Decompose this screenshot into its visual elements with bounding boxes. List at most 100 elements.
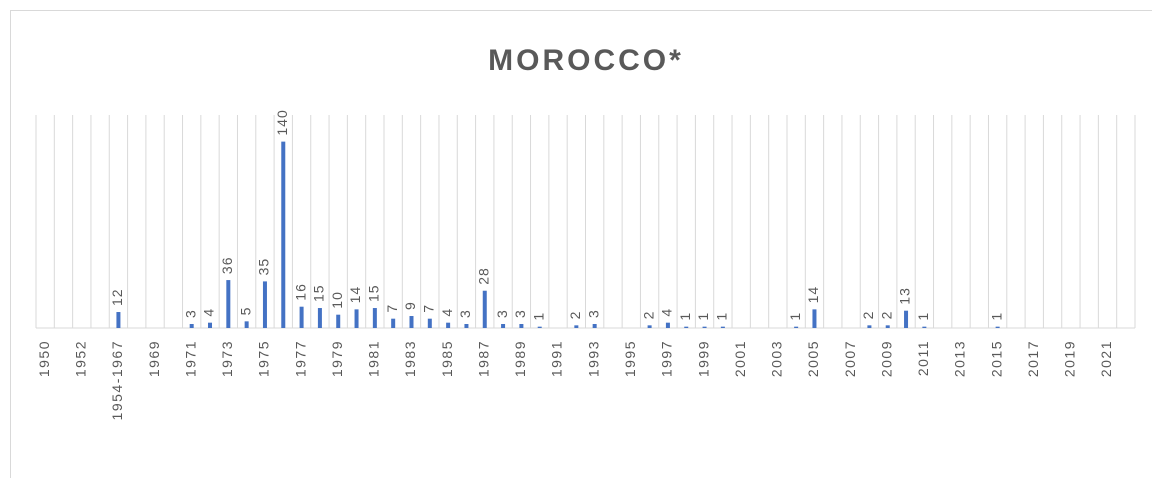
bar xyxy=(226,280,231,328)
value-label: 28 xyxy=(475,267,491,285)
x-tick-label: 1991 xyxy=(549,340,565,377)
value-label: 3 xyxy=(512,309,528,318)
bar xyxy=(702,326,707,328)
x-tick-label: 1971 xyxy=(182,340,198,377)
bar xyxy=(354,309,359,328)
bar xyxy=(867,325,872,328)
chart-frame xyxy=(10,10,1152,478)
x-tick-label: 1989 xyxy=(512,340,528,377)
bar xyxy=(409,316,414,328)
bar xyxy=(464,324,469,328)
value-label: 35 xyxy=(256,258,272,276)
bar xyxy=(574,325,579,328)
x-tick-label: 1952 xyxy=(72,340,88,377)
bar xyxy=(299,306,304,328)
value-label: 14 xyxy=(805,286,821,304)
x-tick-label: 2013 xyxy=(952,340,968,377)
value-label: 2 xyxy=(878,311,894,320)
value-label: 15 xyxy=(311,284,327,302)
value-label: 2 xyxy=(640,311,656,320)
value-label: 14 xyxy=(347,286,363,304)
value-label: 5 xyxy=(237,307,253,316)
value-label: 9 xyxy=(402,301,418,310)
value-label: 16 xyxy=(292,283,308,301)
x-tick-label: 1969 xyxy=(146,340,162,377)
x-tick-label: 1973 xyxy=(219,340,235,377)
x-tick-label: 2021 xyxy=(1098,340,1114,377)
value-label: 36 xyxy=(219,256,235,274)
x-tick-label: 1977 xyxy=(292,340,308,377)
x-tick-label: 2005 xyxy=(805,340,821,377)
bar xyxy=(281,141,286,328)
value-label: 1 xyxy=(915,312,931,321)
bar xyxy=(317,308,322,328)
bar xyxy=(372,308,377,328)
bar xyxy=(519,324,524,328)
x-tick-label: 1975 xyxy=(256,340,272,377)
bar xyxy=(501,324,506,328)
value-label: 1 xyxy=(714,312,730,321)
value-label: 1 xyxy=(787,312,803,321)
bar xyxy=(647,325,652,328)
value-label: 4 xyxy=(659,308,675,317)
value-label: 3 xyxy=(585,309,601,318)
x-tick-label: 1987 xyxy=(475,340,491,377)
x-tick-label: 2011 xyxy=(915,340,931,376)
x-tick-label: 1997 xyxy=(659,340,675,377)
value-label: 140 xyxy=(274,109,290,135)
value-label: 3 xyxy=(494,309,510,318)
x-tick-label: 1985 xyxy=(439,340,455,377)
bar xyxy=(794,326,799,328)
x-tick-label: 1995 xyxy=(622,340,638,377)
x-tick-label: 2017 xyxy=(1025,340,1041,377)
bar xyxy=(427,318,432,328)
value-label: 1 xyxy=(677,312,693,321)
bar xyxy=(904,310,909,328)
bar xyxy=(336,314,341,328)
value-label: 2 xyxy=(860,311,876,320)
value-label: 4 xyxy=(439,308,455,317)
x-tick-label: 2015 xyxy=(988,340,1004,377)
bar xyxy=(391,318,396,328)
value-label: 2 xyxy=(567,311,583,320)
value-label: 1 xyxy=(530,312,546,321)
value-label: 4 xyxy=(201,308,217,317)
bar xyxy=(922,326,927,328)
bar xyxy=(665,322,670,328)
x-tick-label: 2007 xyxy=(842,340,858,377)
bar xyxy=(592,324,597,328)
bar xyxy=(885,325,890,328)
x-tick-label: 1954-1967 xyxy=(109,340,125,420)
value-label: 1 xyxy=(988,312,1004,321)
bar xyxy=(262,281,267,328)
x-tick-label: 2001 xyxy=(732,340,748,377)
value-label: 1 xyxy=(695,312,711,321)
value-label: 10 xyxy=(329,291,345,309)
value-label: 12 xyxy=(109,288,125,306)
bar xyxy=(446,322,451,328)
value-label: 7 xyxy=(421,304,437,313)
bar xyxy=(189,324,194,328)
value-label: 3 xyxy=(182,309,198,318)
x-tick-label: 1950 xyxy=(36,340,52,377)
bar xyxy=(812,309,817,328)
chart-title: MOROCCO* xyxy=(488,44,684,77)
bar xyxy=(116,312,121,328)
value-label: 3 xyxy=(457,309,473,318)
x-tick-label: 1999 xyxy=(695,340,711,377)
bar xyxy=(208,322,213,328)
bar xyxy=(720,326,725,328)
x-tick-label: 1981 xyxy=(366,340,382,377)
x-tick-label: 1983 xyxy=(402,340,418,377)
bar xyxy=(684,326,689,328)
x-tick-label: 2003 xyxy=(769,340,785,377)
value-label: 15 xyxy=(366,284,382,302)
x-tick-label: 1979 xyxy=(329,340,345,377)
bar xyxy=(244,321,249,328)
value-label: 13 xyxy=(897,287,913,305)
value-label: 7 xyxy=(384,304,400,313)
x-tick-label: 1993 xyxy=(585,340,601,377)
bar xyxy=(537,326,542,328)
x-tick-label: 2019 xyxy=(1062,340,1078,377)
